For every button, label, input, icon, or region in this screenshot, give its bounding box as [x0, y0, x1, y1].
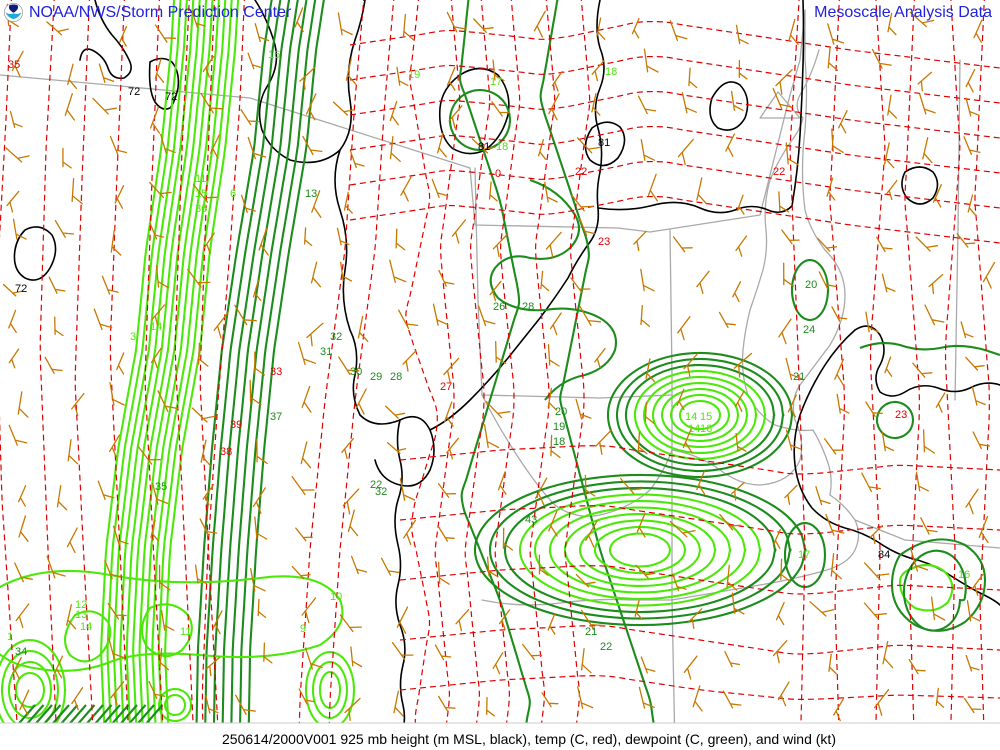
svg-text:6: 6 — [230, 188, 236, 200]
svg-text:39: 39 — [230, 419, 242, 431]
svg-text:16: 16 — [268, 49, 280, 61]
svg-text:32: 32 — [375, 486, 387, 498]
svg-text:17: 17 — [798, 549, 810, 561]
svg-text:43: 43 — [525, 514, 537, 526]
svg-text:29: 29 — [370, 371, 382, 383]
svg-text:72: 72 — [165, 91, 177, 103]
svg-text:3: 3 — [130, 331, 136, 343]
svg-text:38: 38 — [220, 446, 232, 458]
svg-text:24: 24 — [803, 324, 815, 336]
svg-text:15: 15 — [700, 411, 712, 423]
svg-text:18: 18 — [605, 66, 617, 78]
svg-text:22: 22 — [773, 166, 785, 178]
svg-text:10: 10 — [330, 591, 342, 603]
svg-text:27: 27 — [440, 381, 452, 393]
svg-text:0: 0 — [495, 168, 501, 180]
svg-text:26: 26 — [493, 301, 505, 313]
svg-text:1: 1 — [7, 631, 13, 643]
svg-text:15: 15 — [195, 188, 207, 200]
svg-text:20: 20 — [805, 279, 817, 291]
svg-text:14: 14 — [688, 423, 700, 435]
svg-text:35: 35 — [155, 481, 167, 493]
svg-text:28: 28 — [522, 301, 534, 313]
svg-text:35: 35 — [8, 59, 20, 71]
svg-text:37: 37 — [270, 411, 282, 423]
svg-text:72: 72 — [15, 283, 27, 295]
svg-text:13: 13 — [75, 609, 87, 621]
svg-text:72: 72 — [128, 86, 140, 98]
svg-text:81: 81 — [478, 141, 490, 153]
svg-text:22: 22 — [600, 641, 612, 653]
svg-text:18: 18 — [553, 436, 565, 448]
svg-text:20: 20 — [555, 406, 567, 418]
svg-text:16: 16 — [700, 423, 712, 435]
svg-text:36: 36 — [195, 203, 207, 215]
svg-text:34: 34 — [15, 646, 27, 658]
svg-text:33: 33 — [270, 366, 282, 378]
svg-text:23: 23 — [895, 409, 907, 421]
svg-text:28: 28 — [390, 371, 402, 383]
svg-text:14: 14 — [150, 321, 162, 333]
svg-text:11: 11 — [195, 173, 206, 185]
svg-text:32: 32 — [330, 331, 342, 343]
svg-text:11: 11 — [180, 626, 191, 638]
svg-text:84: 84 — [878, 549, 890, 561]
svg-text:23: 23 — [598, 236, 610, 248]
svg-text:19: 19 — [553, 421, 565, 433]
svg-text:21: 21 — [585, 626, 597, 638]
svg-text:30: 30 — [350, 366, 362, 378]
svg-text:14: 14 — [80, 621, 92, 633]
svg-text:14: 14 — [685, 411, 697, 423]
svg-text:21: 21 — [793, 371, 805, 383]
svg-text:19: 19 — [408, 69, 420, 81]
svg-text:18: 18 — [496, 141, 508, 153]
svg-text:22: 22 — [575, 166, 587, 178]
svg-text:9: 9 — [300, 623, 306, 635]
svg-text:17: 17 — [490, 76, 502, 88]
svg-text:31: 31 — [320, 346, 332, 358]
svg-text:16: 16 — [958, 569, 970, 581]
svg-text:81: 81 — [598, 137, 610, 149]
svg-text:13: 13 — [305, 188, 317, 200]
